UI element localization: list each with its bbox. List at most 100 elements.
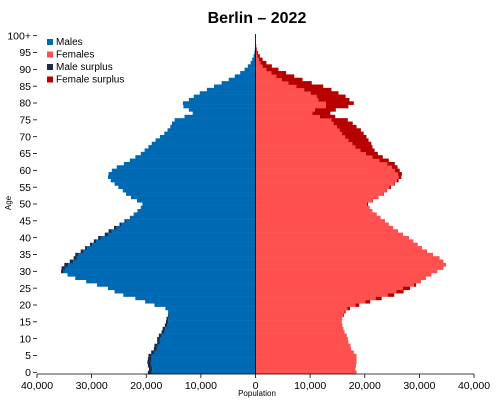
bar-males-age-59 xyxy=(108,172,256,176)
bar-females-age-54 xyxy=(255,188,387,193)
bar-female-surplus-age-76 xyxy=(319,114,336,119)
bar-females-age-25 xyxy=(255,286,403,291)
x-tick-label-5: 10,000 xyxy=(294,380,326,392)
bar-females-age-86 xyxy=(255,81,289,85)
bar-females-age-15 xyxy=(255,320,342,324)
bar-males-age-21 xyxy=(145,299,256,304)
bar-male-surplus-age-10 xyxy=(157,336,160,341)
bar-males-age-58 xyxy=(108,175,256,180)
bar-males-age-67 xyxy=(148,145,256,149)
bar-males-age-3 xyxy=(150,360,256,365)
bar-males-age-95 xyxy=(254,50,256,55)
bar-males-age-1 xyxy=(152,367,256,371)
y-tick-label-8: 40 xyxy=(19,232,31,244)
bar-female-surplus-age-61 xyxy=(392,165,398,169)
bar-females-age-38 xyxy=(255,242,418,247)
bar-females-age-45 xyxy=(255,219,385,223)
axes-layer: 40,000 30,000 20,000 10,000 0 10,000 20,000 30,… xyxy=(7,30,490,392)
bar-females-age-1 xyxy=(255,367,356,371)
bar-male-surplus-age-43 xyxy=(114,225,117,230)
legend-label-males: Males xyxy=(56,37,83,48)
bar-females-age-0 xyxy=(255,370,357,375)
bar-males-age-85 xyxy=(213,84,256,89)
bar-male-surplus-age-13 xyxy=(162,326,166,331)
bar-females-age-30 xyxy=(255,269,438,274)
bar-males-age-75 xyxy=(174,118,256,122)
bar-male-surplus-age-33 xyxy=(69,259,74,264)
bar-male-surplus-age-39 xyxy=(93,239,96,243)
bar-female-surplus-age-71 xyxy=(341,131,364,136)
bar-female-surplus-age-60 xyxy=(394,168,400,173)
bar-males-age-10 xyxy=(159,336,256,341)
bar-males-age-48 xyxy=(138,209,256,213)
bar-female-surplus-age-87 xyxy=(281,77,303,82)
bar-females-age-58 xyxy=(255,175,399,180)
y-tick-label-11: 55 xyxy=(19,182,31,194)
bar-males-age-32 xyxy=(68,262,256,267)
bar-females-age-47 xyxy=(255,212,377,217)
bar-males-age-74 xyxy=(171,121,256,126)
y-tick-label-17: 85 xyxy=(19,81,31,93)
x-tick-label-1: 30,000 xyxy=(76,380,108,392)
y-tick-label-0: 0 xyxy=(25,367,31,379)
bar-males-age-78 xyxy=(188,108,256,112)
bar-females-age-26 xyxy=(255,283,414,287)
bar-females-age-88 xyxy=(255,74,277,79)
bar-females-age-55 xyxy=(255,185,390,190)
bar-males-age-37 xyxy=(87,246,256,250)
bar-females-age-81 xyxy=(255,97,319,102)
bar-males-age-0 xyxy=(151,370,256,375)
bar-males-age-82 xyxy=(193,94,256,99)
bar-males-age-64 xyxy=(135,155,256,159)
bar-females-age-65 xyxy=(255,151,366,156)
bar-females-age-21 xyxy=(255,299,366,304)
bar-females-age-53 xyxy=(255,192,384,196)
bar-females-age-68 xyxy=(255,141,353,146)
bar-females-age-7 xyxy=(255,347,352,351)
y-tick-label-1: 5 xyxy=(25,350,31,362)
bar-males-age-91 xyxy=(247,64,256,68)
bar-males-age-34 xyxy=(76,256,256,260)
bar-males-age-61 xyxy=(116,165,256,169)
x-tick-label-3: 10,000 xyxy=(185,380,217,392)
bar-male-surplus-age-34 xyxy=(73,256,77,260)
bar-females-age-41 xyxy=(255,232,403,237)
bar-female-surplus-age-89 xyxy=(271,71,287,75)
bar-female-surplus-age-65 xyxy=(365,151,378,156)
y-tick-label-9: 45 xyxy=(19,215,31,227)
bar-male-surplus-age-44 xyxy=(119,222,122,227)
bar-males-age-33 xyxy=(73,259,256,264)
bar-males-age-26 xyxy=(97,283,256,287)
bar-males-age-38 xyxy=(92,242,256,247)
bar-female-surplus-age-53 xyxy=(383,192,384,196)
bar-females-age-91 xyxy=(255,64,263,68)
bar-females-age-37 xyxy=(255,246,423,250)
bar-females-age-22 xyxy=(255,296,376,301)
bar-females-age-57 xyxy=(255,178,397,183)
bar-female-surplus-age-50 xyxy=(366,202,369,206)
bar-females-age-34 xyxy=(255,256,440,260)
bar-females-age-9 xyxy=(255,340,349,344)
bar-female-surplus-age-63 xyxy=(379,158,389,163)
bar-males-age-8 xyxy=(157,343,256,348)
bar-males-age-84 xyxy=(206,87,256,92)
legend-swatch-female-surplus xyxy=(47,76,53,83)
bar-males-age-87 xyxy=(228,77,256,82)
bar-males-age-70 xyxy=(159,134,256,139)
bar-females-age-67 xyxy=(255,145,356,149)
bar-females-age-85 xyxy=(255,84,297,89)
bar-males-age-23 xyxy=(123,293,256,297)
bar-females-age-24 xyxy=(255,289,397,294)
bar-female-surplus-age-69 xyxy=(348,138,369,142)
bar-male-surplus-age-6 xyxy=(151,350,155,355)
bar-female-surplus-age-55 xyxy=(389,185,391,190)
bar-females-age-20 xyxy=(255,303,356,307)
y-tick-label-18: 90 xyxy=(19,64,31,76)
bar-females-age-87 xyxy=(255,77,282,82)
bar-males-age-71 xyxy=(164,131,256,136)
bar-males-age-19 xyxy=(165,306,256,311)
y-tick-label-15: 75 xyxy=(19,114,31,126)
bar-males-age-16 xyxy=(168,316,256,321)
bar-males-age-93 xyxy=(252,57,256,62)
